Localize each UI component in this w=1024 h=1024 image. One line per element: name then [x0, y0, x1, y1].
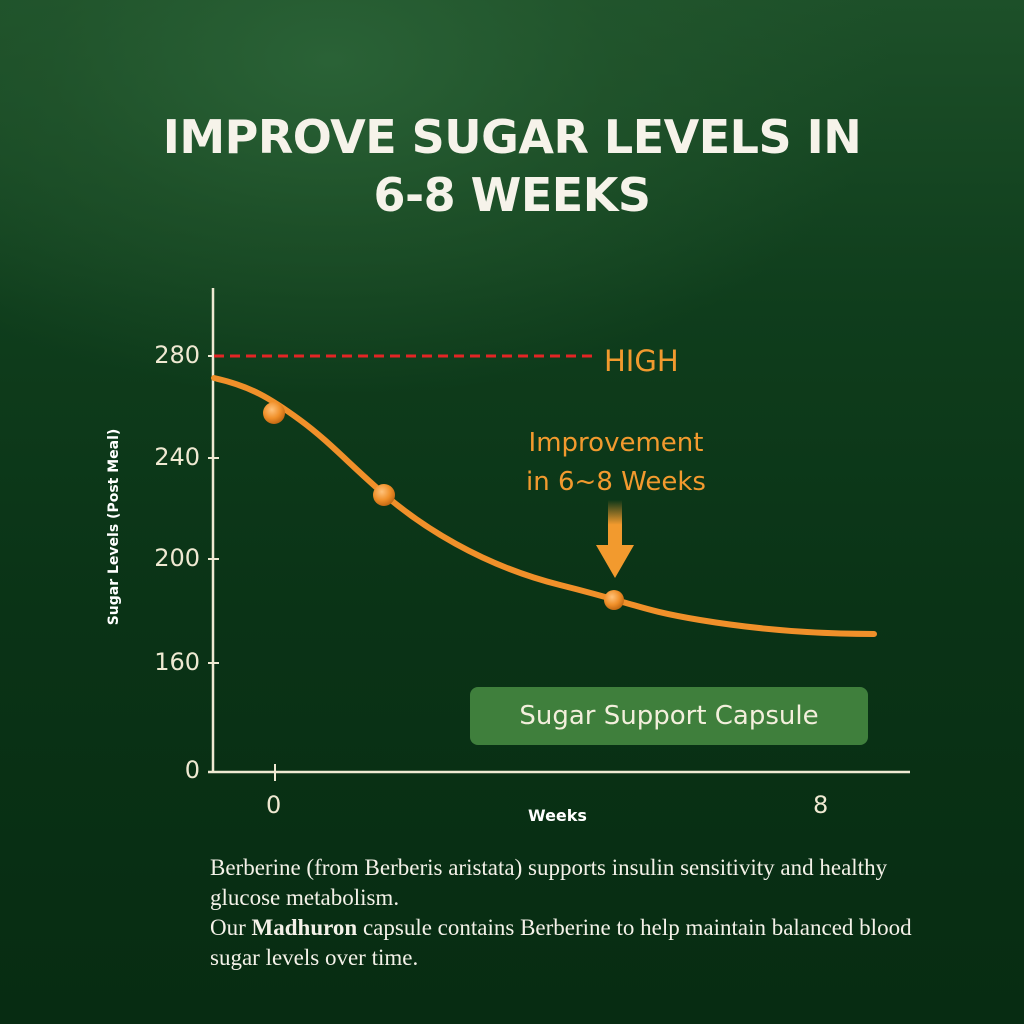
description-suffix: capsule contains Berberine to help maint… [210, 915, 912, 970]
description-text: Berberine (from Berberis aristata) suppo… [210, 853, 930, 973]
data-point-marker [373, 484, 395, 506]
title-line-2: 6-8 WEEKS [373, 168, 651, 222]
data-point-marker [263, 402, 285, 424]
y-tick-160: 160 [154, 648, 200, 676]
annotation-line-1: Improvement [528, 428, 704, 458]
y-tick-280: 280 [154, 341, 200, 369]
legend-label: Sugar Support Capsule [519, 701, 819, 731]
x-tick-0: 0 [266, 791, 282, 819]
y-tick-240: 240 [154, 443, 200, 471]
title-line-1: IMPROVE SUGAR LEVELS IN [162, 110, 862, 164]
improvement-annotation: Improvement in 6~8 Weeks [508, 424, 724, 502]
y-tick-200: 200 [154, 544, 200, 572]
high-label: HIGH [604, 344, 679, 378]
page-title: IMPROVE SUGAR LEVELS IN 6-8 WEEKS [0, 108, 1024, 224]
description-line-2: Our Madhuron capsule contains Berberine … [210, 913, 930, 973]
data-point-marker [604, 590, 624, 610]
x-axis-label: Weeks [528, 806, 587, 825]
legend-badge: Sugar Support Capsule [470, 687, 868, 745]
y-axis-label: Sugar Levels (Post Meal) [106, 428, 122, 626]
down-arrow-icon [596, 500, 634, 578]
description-prefix: Our [210, 915, 252, 940]
description-line-1: Berberine (from Berberis aristata) suppo… [210, 855, 888, 910]
annotation-line-2: in 6~8 Weeks [526, 467, 706, 497]
x-tick-8: 8 [813, 791, 829, 819]
sugar-level-curve [211, 375, 877, 637]
y-tick-0: 0 [184, 756, 200, 784]
brand-name: Madhuron [251, 915, 358, 940]
